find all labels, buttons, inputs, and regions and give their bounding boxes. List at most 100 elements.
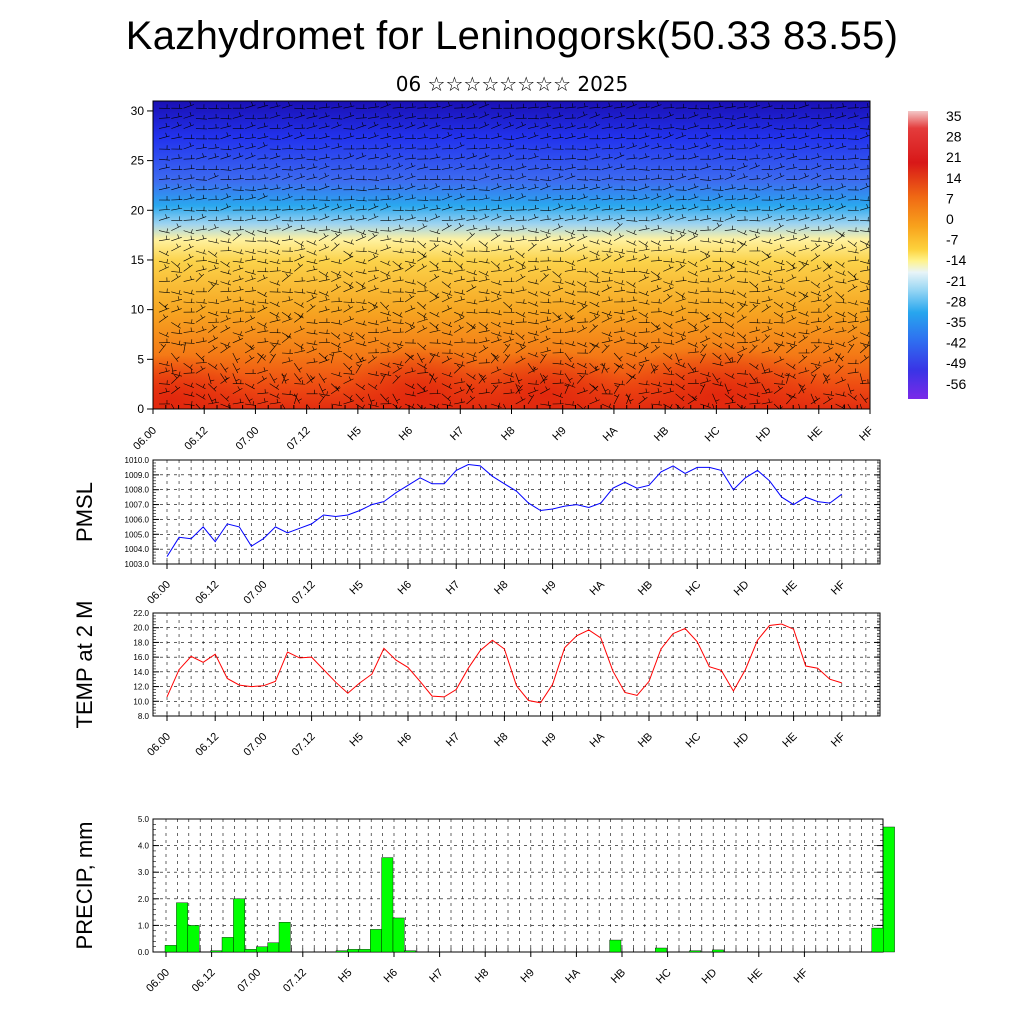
wind-barb <box>773 332 785 338</box>
wind-barb-flag <box>804 244 807 249</box>
wind-barb-flag <box>572 382 575 387</box>
wind-barb <box>700 311 709 320</box>
wind-barb-flag <box>520 345 523 349</box>
wind-barb-flag <box>545 386 548 391</box>
wind-barb <box>724 342 735 349</box>
wind-barb-flag <box>522 184 524 189</box>
wind-barb-flag <box>484 152 487 157</box>
wind-barb-flag <box>387 235 389 240</box>
wind-barb <box>515 107 527 109</box>
wind-barb <box>331 243 340 252</box>
wind-barb-flag <box>681 305 684 310</box>
wind-barb <box>503 258 515 262</box>
wind-barb <box>294 393 298 405</box>
x-tick-label: H7 <box>427 967 445 985</box>
wind-barb <box>306 260 318 265</box>
wind-barb-flag <box>411 194 414 199</box>
wind-barb <box>368 147 380 150</box>
wind-barb <box>183 330 195 333</box>
wind-barb-flag <box>558 314 562 318</box>
wind-barb <box>245 145 256 150</box>
x-tick-label: H9 <box>540 731 558 749</box>
wind-barb-flag <box>781 372 784 377</box>
wind-barb-flag <box>375 320 378 325</box>
wind-barb <box>269 373 276 384</box>
wind-barb <box>417 372 429 374</box>
wind-barb <box>736 230 748 236</box>
wind-barb <box>294 383 306 385</box>
wind-barb-flag <box>165 235 168 240</box>
wind-barb-flag <box>707 402 710 407</box>
wind-barb-flag <box>310 303 314 308</box>
wind-barb-flag <box>681 316 684 321</box>
wind-barb <box>663 248 675 252</box>
wind-barb <box>343 218 355 221</box>
precip-bar <box>381 857 394 953</box>
wind-barb <box>638 126 650 129</box>
wind-barb <box>171 342 183 346</box>
wind-barb-flag <box>436 102 438 107</box>
wind-barb <box>417 290 429 293</box>
wind-barb <box>515 342 527 347</box>
wind-barb-flag <box>547 245 549 250</box>
colorbar-label: -14 <box>946 252 966 268</box>
wind-barb <box>601 126 613 129</box>
wind-barb-flag <box>670 404 673 408</box>
wind-barb-flag <box>571 163 574 168</box>
wind-barb <box>724 118 736 120</box>
wind-barb <box>343 271 354 278</box>
wind-barb-flag <box>448 283 451 287</box>
wind-barb-flag <box>312 346 315 351</box>
wind-barb-flag <box>608 183 610 188</box>
wind-barb-flag <box>670 204 672 209</box>
wind-barb-flag <box>854 112 856 117</box>
wind-barb <box>183 291 195 295</box>
wind-barb-flag <box>533 387 536 392</box>
wind-barb <box>441 260 453 263</box>
wind-barb <box>650 311 663 313</box>
wind-barb-flag <box>485 194 487 199</box>
wind-barb-flag <box>202 225 205 230</box>
wind-barb <box>601 218 613 221</box>
wind-barb-flag <box>325 255 327 260</box>
wind-barb-flag <box>314 228 316 233</box>
wind-barb-flag <box>166 332 169 337</box>
wind-barb-flag <box>743 123 746 128</box>
wind-barb <box>441 393 451 402</box>
wind-barb <box>773 373 785 378</box>
wind-barb <box>650 346 661 354</box>
wind-barb <box>638 346 649 354</box>
wind-barb-flag <box>799 384 804 388</box>
wind-barb <box>429 329 441 333</box>
wind-barb <box>380 155 391 160</box>
x-tick-label: HF <box>829 730 848 749</box>
wind-barb <box>700 208 712 211</box>
wind-barb-flag <box>386 203 389 208</box>
wind-barb-flag <box>361 152 364 157</box>
wind-barb-flag <box>583 387 586 392</box>
wind-barb-flag <box>251 143 254 148</box>
wind-barb-flag <box>826 293 830 298</box>
wind-barb-flag <box>237 386 241 391</box>
wind-barb <box>589 281 601 283</box>
wind-barb <box>515 275 526 282</box>
wind-barb <box>441 296 452 303</box>
wind-barb-flag <box>853 395 857 399</box>
wind-barb-flag <box>815 243 818 247</box>
wind-barb <box>257 250 269 254</box>
wind-barb <box>860 158 870 161</box>
wind-barb-flag <box>227 269 230 274</box>
wind-barb-flag <box>718 354 722 359</box>
wind-barb-flag <box>312 122 315 127</box>
wind-barb <box>441 271 453 275</box>
wind-barb-flag <box>595 397 598 402</box>
wind-barb-flag <box>669 387 672 392</box>
wind-barb-flag <box>485 275 487 280</box>
wind-barb <box>540 105 552 109</box>
wind-barb <box>466 179 478 181</box>
wind-barb <box>786 317 797 323</box>
wind-barb <box>847 285 858 293</box>
wind-barb <box>847 383 852 395</box>
wind-barb <box>294 264 304 272</box>
wind-barb-flag <box>484 121 487 126</box>
